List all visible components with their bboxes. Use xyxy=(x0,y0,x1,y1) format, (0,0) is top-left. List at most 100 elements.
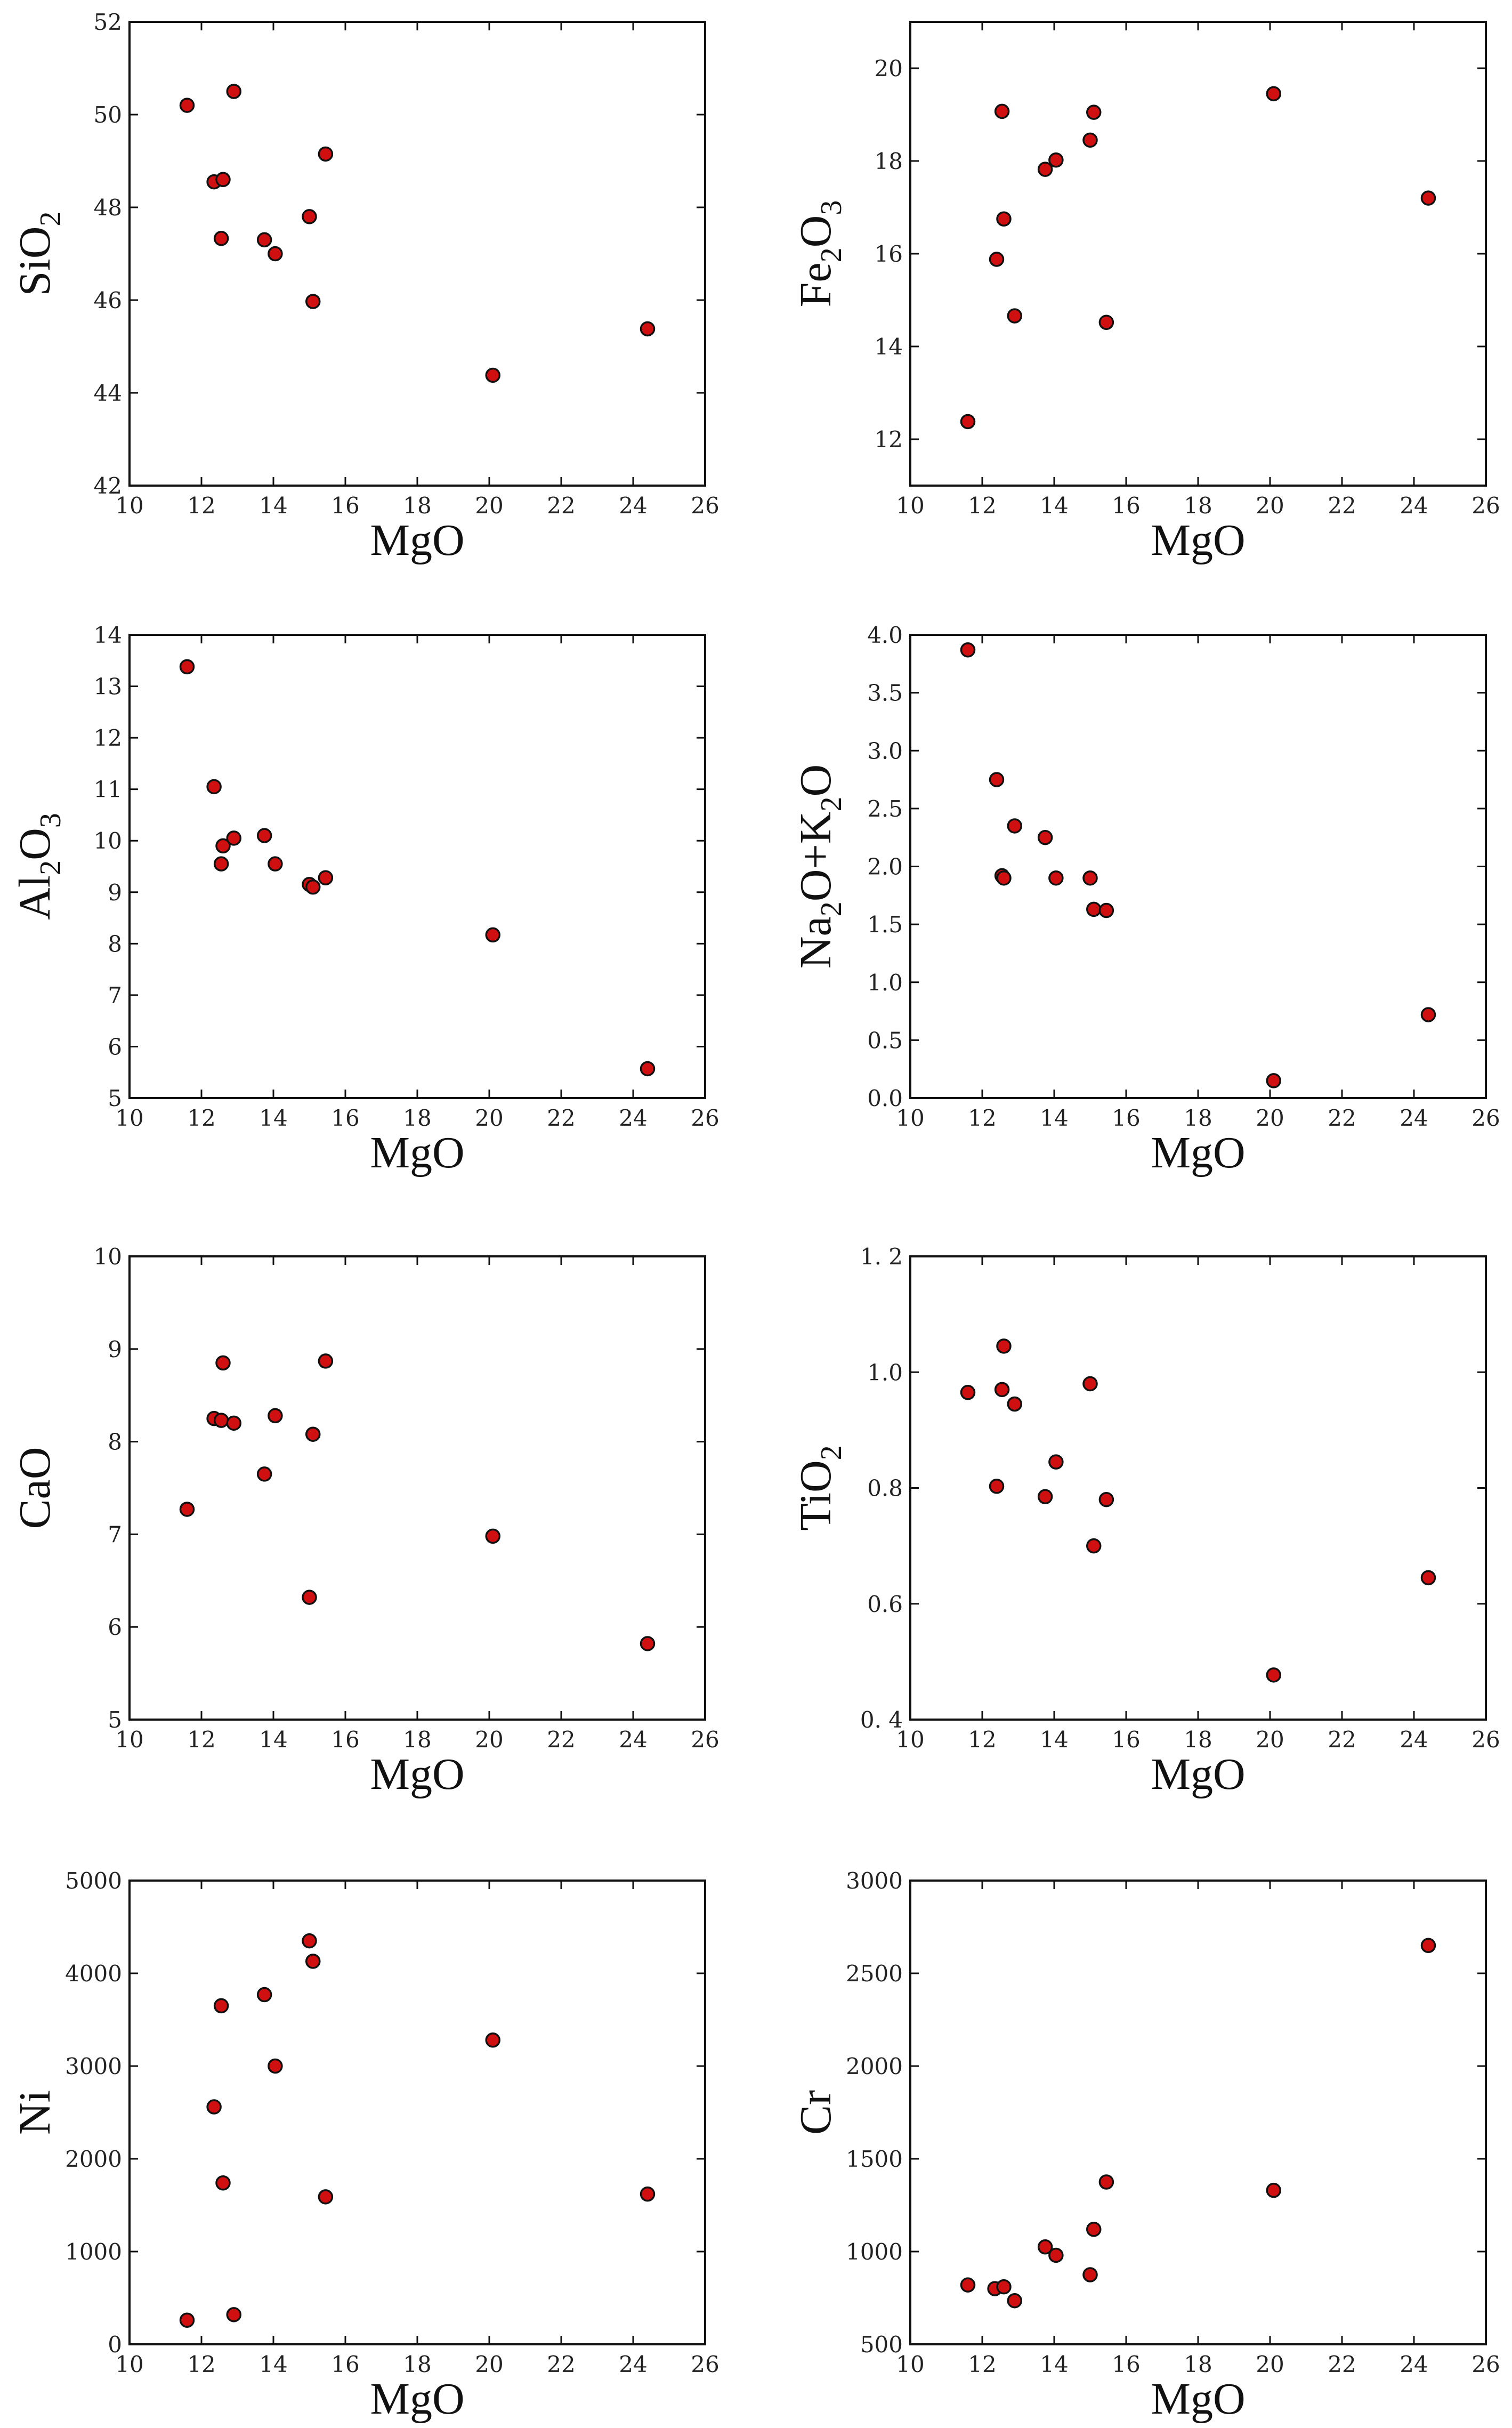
y-axis-label: Al2O3 xyxy=(10,813,67,920)
y-axis-label-part: Na xyxy=(791,916,840,969)
data-point xyxy=(305,1426,321,1442)
y-axis-label: Ni xyxy=(10,2090,60,2135)
y-tick-label: 8 xyxy=(108,1429,122,1455)
x-tick-label: 20 xyxy=(475,1105,503,1131)
data-point xyxy=(1037,829,1053,845)
x-tick-label: 24 xyxy=(1400,493,1428,519)
x-tick-label: 18 xyxy=(403,1105,431,1131)
data-point xyxy=(215,1355,231,1371)
y-tick-label: 11 xyxy=(94,777,122,803)
y-tick-label: 0.5 xyxy=(867,1027,903,1053)
data-point xyxy=(1098,902,1114,918)
y-tick-label: 2000 xyxy=(846,2053,903,2079)
data-point xyxy=(1086,1538,1102,1554)
data-point xyxy=(1048,1454,1064,1470)
x-axis-label: MgO xyxy=(370,1749,464,1799)
y-axis-label-part: O+K xyxy=(791,812,840,902)
y-tick-label: 46 xyxy=(94,287,122,313)
x-tick-label: 14 xyxy=(1040,1727,1068,1753)
y-axis-label: Fe2O3 xyxy=(791,200,848,308)
y-axis-label-part: O xyxy=(791,215,840,248)
plot-frame xyxy=(128,1255,706,1721)
y-axis-label-subscript: 3 xyxy=(815,200,848,215)
data-point xyxy=(960,642,976,658)
x-axis-label: MgO xyxy=(370,1128,464,1177)
data-point xyxy=(989,252,1005,267)
x-tick-label: 16 xyxy=(1112,1727,1140,1753)
y-axis-label-subscript: 2 xyxy=(815,901,848,916)
x-axis-label: MgO xyxy=(1151,1128,1245,1177)
y-tick-label: 1500 xyxy=(846,2146,903,2172)
y-axis-label-part: O xyxy=(791,764,840,797)
data-point xyxy=(1007,1396,1022,1412)
x-tick-label: 20 xyxy=(475,493,503,519)
x-tick-label: 16 xyxy=(331,493,359,519)
x-tick-label: 20 xyxy=(1256,493,1284,519)
x-tick-label: 16 xyxy=(331,1727,359,1753)
y-tick-label: 52 xyxy=(94,9,122,35)
x-tick-label: 16 xyxy=(1112,493,1140,519)
x-tick-label: 22 xyxy=(1328,493,1356,519)
y-axis-label: TiO2 xyxy=(791,1445,848,1530)
y-tick-label: 0.6 xyxy=(867,1591,903,1617)
x-axis-label: MgO xyxy=(370,515,464,565)
x-tick-label: 26 xyxy=(1471,1105,1500,1131)
data-point xyxy=(213,1998,229,2014)
x-tick-label: 22 xyxy=(547,1727,575,1753)
y-tick-label: 50 xyxy=(94,102,122,128)
y-tick-label: 5000 xyxy=(65,1868,122,1894)
y-tick-label: 1.0 xyxy=(867,1359,903,1385)
y-axis-label: Na2O+K2O xyxy=(791,764,848,969)
data-point xyxy=(989,772,1005,787)
y-tick-label: 12 xyxy=(94,725,122,751)
plot-frame xyxy=(909,634,1487,1099)
y-tick-label: 1000 xyxy=(846,2239,903,2265)
y-tick-label: 44 xyxy=(94,380,122,406)
data-point xyxy=(1420,1007,1436,1022)
x-tick-label: 18 xyxy=(403,2351,431,2377)
data-point xyxy=(1420,1570,1436,1586)
x-tick-label: 12 xyxy=(187,1105,215,1131)
data-point xyxy=(960,2277,976,2293)
y-axis-label: CaO xyxy=(10,1447,60,1529)
data-point xyxy=(215,2175,231,2191)
y-axis-label-part: Al xyxy=(10,875,60,920)
y-axis-label-subscript: 2 xyxy=(815,797,848,812)
x-tick-label: 18 xyxy=(1184,2351,1212,2377)
data-point xyxy=(1098,314,1114,330)
y-axis-label-subscript: 2 xyxy=(34,212,67,227)
data-point xyxy=(318,870,334,885)
data-point xyxy=(256,1466,272,1482)
data-point xyxy=(179,659,195,675)
data-point xyxy=(1082,2267,1098,2282)
data-point xyxy=(996,1338,1012,1354)
data-point xyxy=(1420,190,1436,206)
scatter-panel-3: 10 12 14 16 18 20 22 24 26 5 6 7 8 9 10 11 12 13 14 MgO Al2O… xyxy=(10,622,719,1177)
y-tick-label: 9 xyxy=(108,1336,122,1362)
data-point xyxy=(1086,901,1102,917)
data-point xyxy=(1007,2293,1022,2309)
x-tick-label: 18 xyxy=(403,493,431,519)
x-tick-label: 20 xyxy=(1256,2351,1284,2377)
data-point xyxy=(485,367,500,383)
y-tick-label: 4000 xyxy=(65,1961,122,1987)
y-tick-label: 48 xyxy=(94,195,122,221)
data-point xyxy=(640,1061,656,1077)
x-tick-label: 22 xyxy=(547,493,575,519)
x-tick-label: 24 xyxy=(1400,2351,1428,2377)
data-point xyxy=(179,2312,195,2328)
y-axis-label: SiO2 xyxy=(10,212,67,296)
x-tick-label: 24 xyxy=(619,2351,647,2377)
y-tick-label: 1.0 xyxy=(867,970,903,996)
x-tick-label: 26 xyxy=(691,1105,719,1131)
x-tick-label: 10 xyxy=(896,1105,924,1131)
data-point xyxy=(305,294,321,309)
x-tick-label: 24 xyxy=(619,1727,647,1753)
data-point xyxy=(1086,104,1102,120)
x-tick-label: 18 xyxy=(1184,1105,1212,1131)
data-point xyxy=(318,1353,334,1369)
y-tick-label: 7 xyxy=(108,1521,122,1547)
data-point xyxy=(213,1413,229,1428)
data-point xyxy=(268,2058,283,2074)
